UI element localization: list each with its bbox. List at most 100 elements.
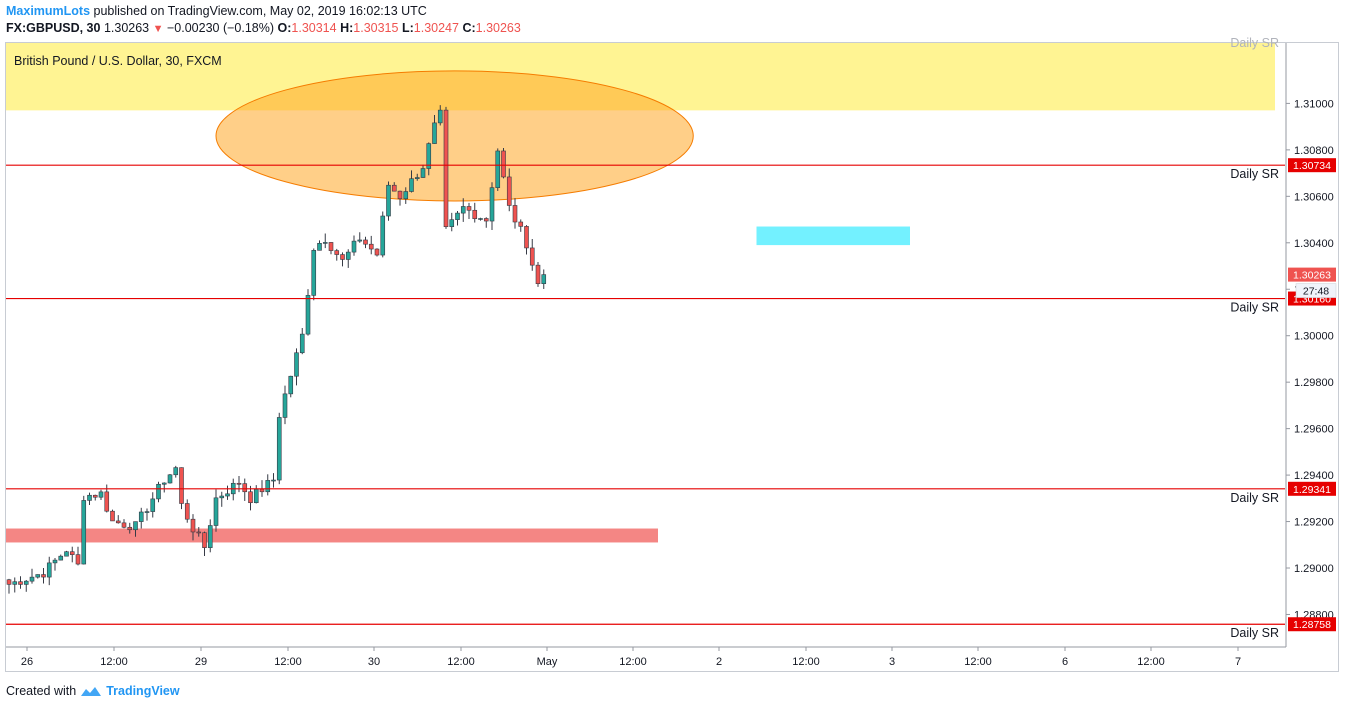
- candle-body: [368, 243, 374, 250]
- candle-body: [242, 483, 248, 493]
- published-text: published on TradingView.com, May 02, 20…: [90, 4, 427, 18]
- candle-body: [259, 488, 265, 493]
- candle-body: [253, 488, 259, 504]
- publish-info: MaximumLots published on TradingView.com…: [6, 4, 427, 18]
- low-value: 1.30247: [413, 21, 459, 35]
- candle-body: [443, 109, 449, 228]
- candle-body: [121, 522, 127, 528]
- candle-body: [345, 251, 351, 260]
- sr-label-faded: Daily SR: [1230, 36, 1279, 50]
- sr-price-tag-text: 1.28758: [1293, 619, 1331, 631]
- sr-label: Daily SR: [1230, 491, 1279, 505]
- candle-body: [104, 491, 110, 512]
- candle-body: [219, 495, 225, 499]
- demand-zone: [6, 528, 658, 543]
- candle-body: [52, 559, 58, 564]
- close-label: C:: [462, 21, 476, 35]
- candle-body: [87, 494, 92, 501]
- candle-body: [12, 581, 18, 585]
- candle-body: [391, 184, 397, 192]
- candle-body: [41, 574, 46, 578]
- candle-body: [115, 520, 121, 524]
- candle-body: [81, 500, 87, 565]
- candle-body: [357, 239, 363, 242]
- candle-body: [437, 109, 443, 124]
- close-value: 1.30263: [475, 21, 521, 35]
- x-tick-label: 7: [1235, 656, 1241, 668]
- candle-body: [144, 511, 150, 513]
- candle-body: [409, 178, 414, 192]
- candle-body: [535, 264, 541, 285]
- candle-body: [156, 483, 161, 500]
- sr-price-tag: [1288, 481, 1336, 496]
- candle-body: [305, 295, 311, 335]
- candle-body: [506, 176, 512, 206]
- x-tick-label: 12:00: [619, 656, 647, 668]
- x-tick-label: 12:00: [274, 656, 302, 668]
- candle-body: [432, 122, 437, 144]
- y-tick-label: 1.30800: [1294, 145, 1334, 157]
- candle-body: [173, 467, 179, 476]
- candle-body: [466, 206, 472, 211]
- candle-body: [478, 218, 483, 220]
- candle-body: [524, 226, 529, 249]
- candle-body: [150, 498, 156, 512]
- candle-body: [334, 250, 340, 255]
- candle-body: [363, 239, 368, 245]
- candle-body: [133, 521, 138, 531]
- current-price-tag: [1288, 267, 1336, 282]
- candle-body: [236, 482, 242, 485]
- x-tick-label: 29: [195, 656, 207, 668]
- x-tick-label: 26: [21, 656, 33, 668]
- candle-body: [23, 580, 29, 585]
- x-tick-label: 6: [1062, 656, 1068, 668]
- candle-body: [110, 510, 115, 522]
- sr-price-tag: [1288, 158, 1336, 173]
- candle-body: [317, 243, 322, 251]
- author-link[interactable]: MaximumLots: [6, 4, 91, 18]
- chart-frame: [5, 42, 1339, 672]
- symbol-label: FX:GBPUSD, 30: [6, 21, 101, 35]
- candle-body: [489, 187, 495, 222]
- candle-body: [196, 531, 202, 534]
- y-tick-label: 1.30600: [1294, 191, 1334, 203]
- candle-body: [420, 168, 426, 178]
- countdown-tag: [1295, 283, 1337, 298]
- candle-body: [92, 494, 98, 498]
- x-tick-label: 30: [368, 656, 380, 668]
- footer: Created with TradingView: [6, 684, 180, 698]
- tradingview-brand[interactable]: TradingView: [106, 684, 180, 698]
- high-label: H:: [340, 21, 354, 35]
- candle-body: [426, 143, 432, 169]
- candle-body: [495, 150, 501, 188]
- x-tick-label: 12:00: [100, 656, 128, 668]
- candle-body: [58, 555, 64, 561]
- candle-body: [460, 206, 466, 214]
- candle-body: [138, 511, 144, 522]
- x-tick-label: 12:00: [1137, 656, 1165, 668]
- y-tick-label: 1.29800: [1294, 377, 1334, 389]
- candle-body: [374, 248, 380, 256]
- y-tick-label: 1.31000: [1294, 98, 1334, 110]
- chart-title: British Pound / U.S. Dollar, 30, FXCM: [14, 54, 222, 68]
- low-label: L:: [401, 21, 414, 35]
- candle-body: [265, 480, 271, 493]
- y-tick-label: 1.30400: [1294, 238, 1334, 250]
- candle-body: [46, 562, 52, 578]
- candle-body: [386, 184, 391, 217]
- candle-body: [472, 209, 478, 220]
- candle-body: [6, 579, 12, 585]
- candle-body: [397, 190, 403, 200]
- last-price: 1.30263: [103, 21, 150, 35]
- candle-body: [75, 554, 81, 565]
- candle-body: [529, 247, 535, 266]
- candle-body: [225, 493, 230, 497]
- sr-label: Daily SR: [1230, 167, 1279, 181]
- x-tick-label: 2: [716, 656, 722, 668]
- sr-price-tag-text: 1.30734: [1293, 160, 1331, 172]
- candle-body: [322, 242, 328, 244]
- candle-body: [18, 581, 23, 585]
- candle-body: [69, 551, 75, 555]
- open-value: 1.30314: [291, 21, 337, 35]
